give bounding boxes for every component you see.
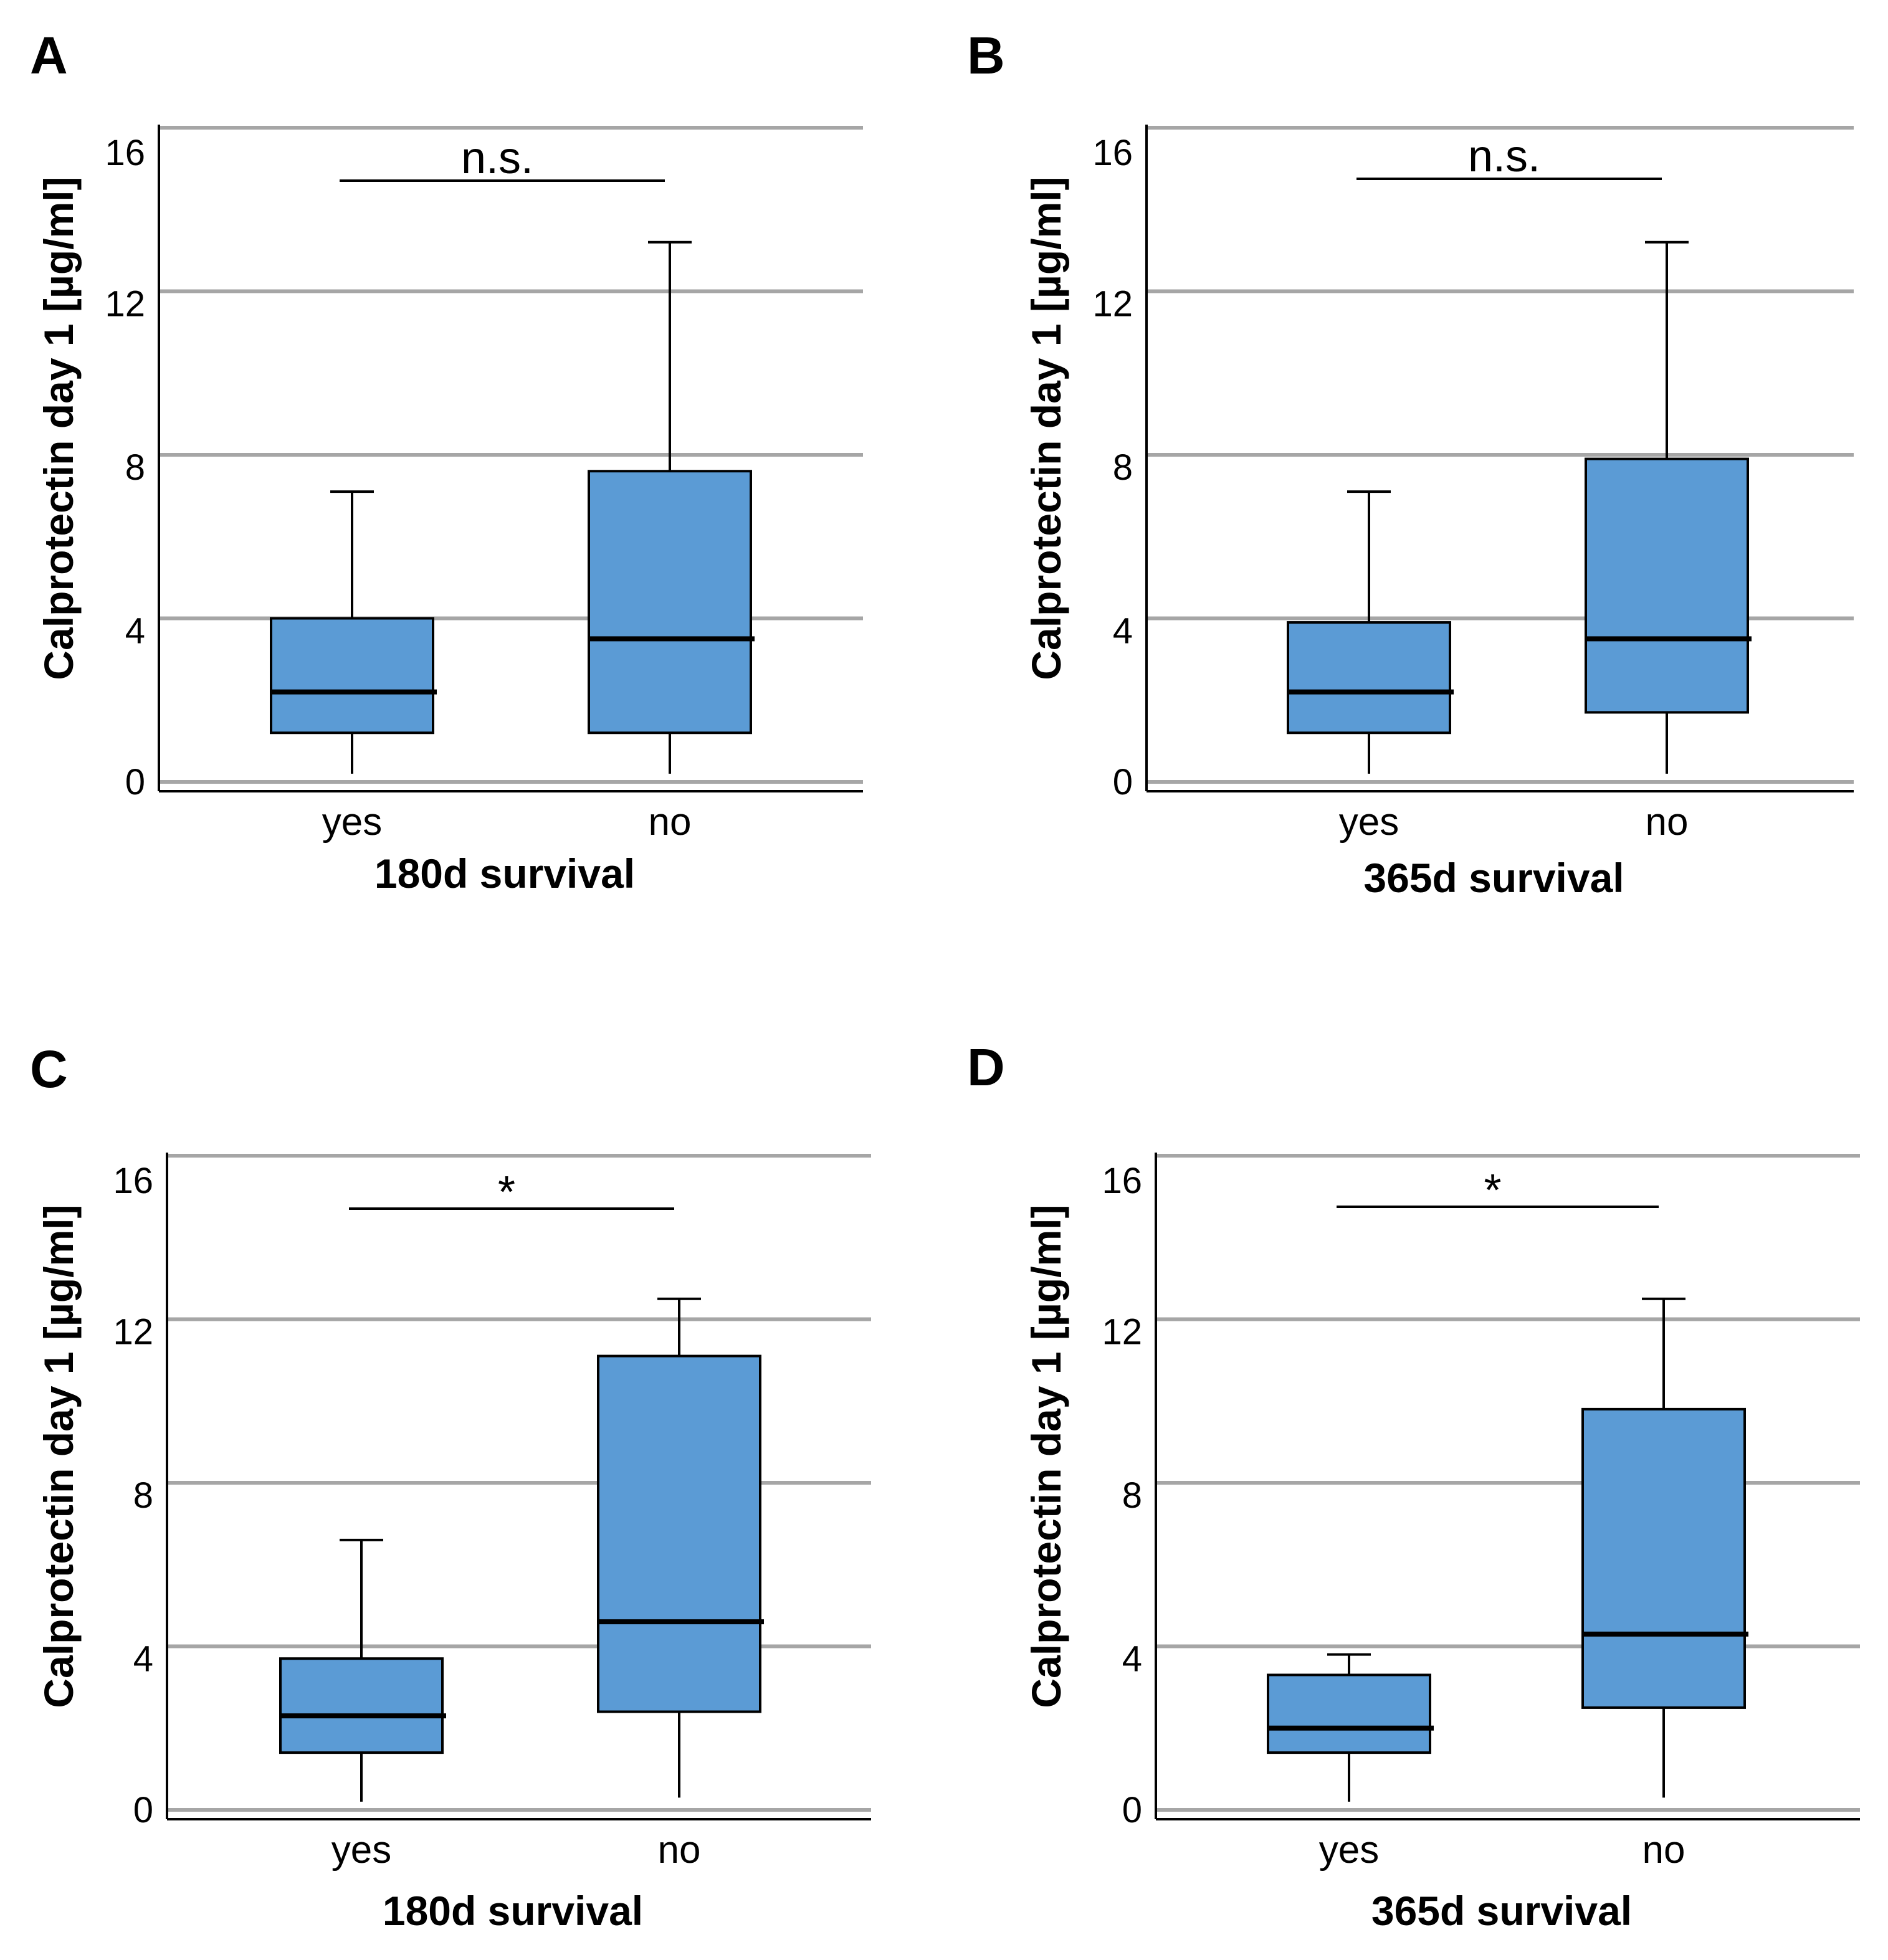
y-tick-label: 4 — [1122, 1639, 1142, 1680]
box-iqr — [588, 470, 752, 735]
y-tick-label: 0 — [1113, 762, 1133, 802]
panel-C: C 0 4 8 12 16 yes no 180d survival Calprotectin d… — [30, 1040, 871, 1934]
y-tick-label: 16 — [105, 133, 145, 173]
box-no — [1585, 240, 1752, 774]
box-iqr — [1581, 1407, 1746, 1709]
y-tick-label: 12 — [1092, 284, 1133, 325]
box-no — [1581, 1297, 1748, 1798]
x-axis-title: 180d survival — [374, 850, 635, 897]
y-tick-label: 4 — [125, 611, 145, 652]
box-iqr — [279, 1657, 444, 1754]
y-tick-label: 8 — [1113, 447, 1133, 488]
box-iqr — [1585, 457, 1749, 714]
y-tick-label: 8 — [133, 1475, 153, 1516]
y-tick-label: 0 — [1122, 1790, 1142, 1830]
y-axis-title: Calprotectin day 1 [µg/ml] — [36, 1204, 82, 1708]
significance-label: n.s. — [1468, 131, 1540, 181]
y-axis-title: Calprotectin day 1 [µg/ml] — [36, 176, 82, 680]
panel-A: A 0 4 8 12 16 yes no 180d survival Calprotectin d… — [30, 26, 863, 897]
y-tick-label: 16 — [1092, 133, 1133, 173]
x-category-label: no — [658, 1829, 701, 1872]
box-iqr — [1287, 621, 1451, 735]
box-yes — [279, 1538, 446, 1802]
box-yes — [270, 490, 437, 774]
significance-label: n.s. — [461, 133, 533, 183]
y-tick-label: 4 — [1113, 611, 1133, 652]
y-axis-title: Calprotectin day 1 [µg/ml] — [1023, 176, 1069, 680]
x-category-label: no — [1642, 1829, 1685, 1872]
panel-label: A — [30, 26, 68, 85]
y-tick-label: 8 — [1122, 1475, 1142, 1516]
y-axis-title: Calprotectin day 1 [µg/ml] — [1023, 1204, 1069, 1708]
x-category-label: yes — [322, 801, 382, 844]
x-axis-title: 180d survival — [383, 1888, 643, 1934]
panel-label: D — [967, 1038, 1005, 1097]
x-category-label: no — [1646, 801, 1689, 844]
y-tick-label: 16 — [113, 1161, 153, 1201]
x-category-label: yes — [1319, 1829, 1379, 1872]
box-yes — [1287, 490, 1454, 774]
box-iqr — [270, 617, 434, 735]
box-iqr — [597, 1354, 761, 1713]
panel-label: B — [967, 26, 1005, 85]
y-tick-label: 0 — [133, 1790, 153, 1830]
significance-label: * — [1484, 1166, 1501, 1215]
x-category-label: no — [649, 801, 692, 844]
significance-label: * — [498, 1168, 515, 1217]
panel-B: B 0 4 8 12 16 yes no 365d survival Calprotectin d… — [967, 26, 1854, 901]
panel-label: C — [30, 1040, 68, 1098]
box-no — [588, 240, 755, 774]
y-tick-label: 0 — [125, 762, 145, 802]
y-tick-label: 12 — [105, 284, 145, 325]
y-tick-label: 8 — [125, 447, 145, 488]
x-axis-title: 365d survival — [1371, 1888, 1632, 1934]
box-no — [597, 1297, 764, 1798]
y-tick-label: 12 — [1102, 1312, 1142, 1353]
x-category-label: yes — [331, 1829, 391, 1872]
x-category-label: yes — [1339, 801, 1399, 844]
box-iqr — [1267, 1673, 1431, 1754]
y-tick-label: 16 — [1102, 1161, 1142, 1201]
box-yes — [1267, 1653, 1434, 1802]
y-tick-label: 12 — [113, 1312, 153, 1353]
y-tick-label: 4 — [133, 1639, 153, 1680]
x-axis-title: 365d survival — [1363, 855, 1624, 901]
